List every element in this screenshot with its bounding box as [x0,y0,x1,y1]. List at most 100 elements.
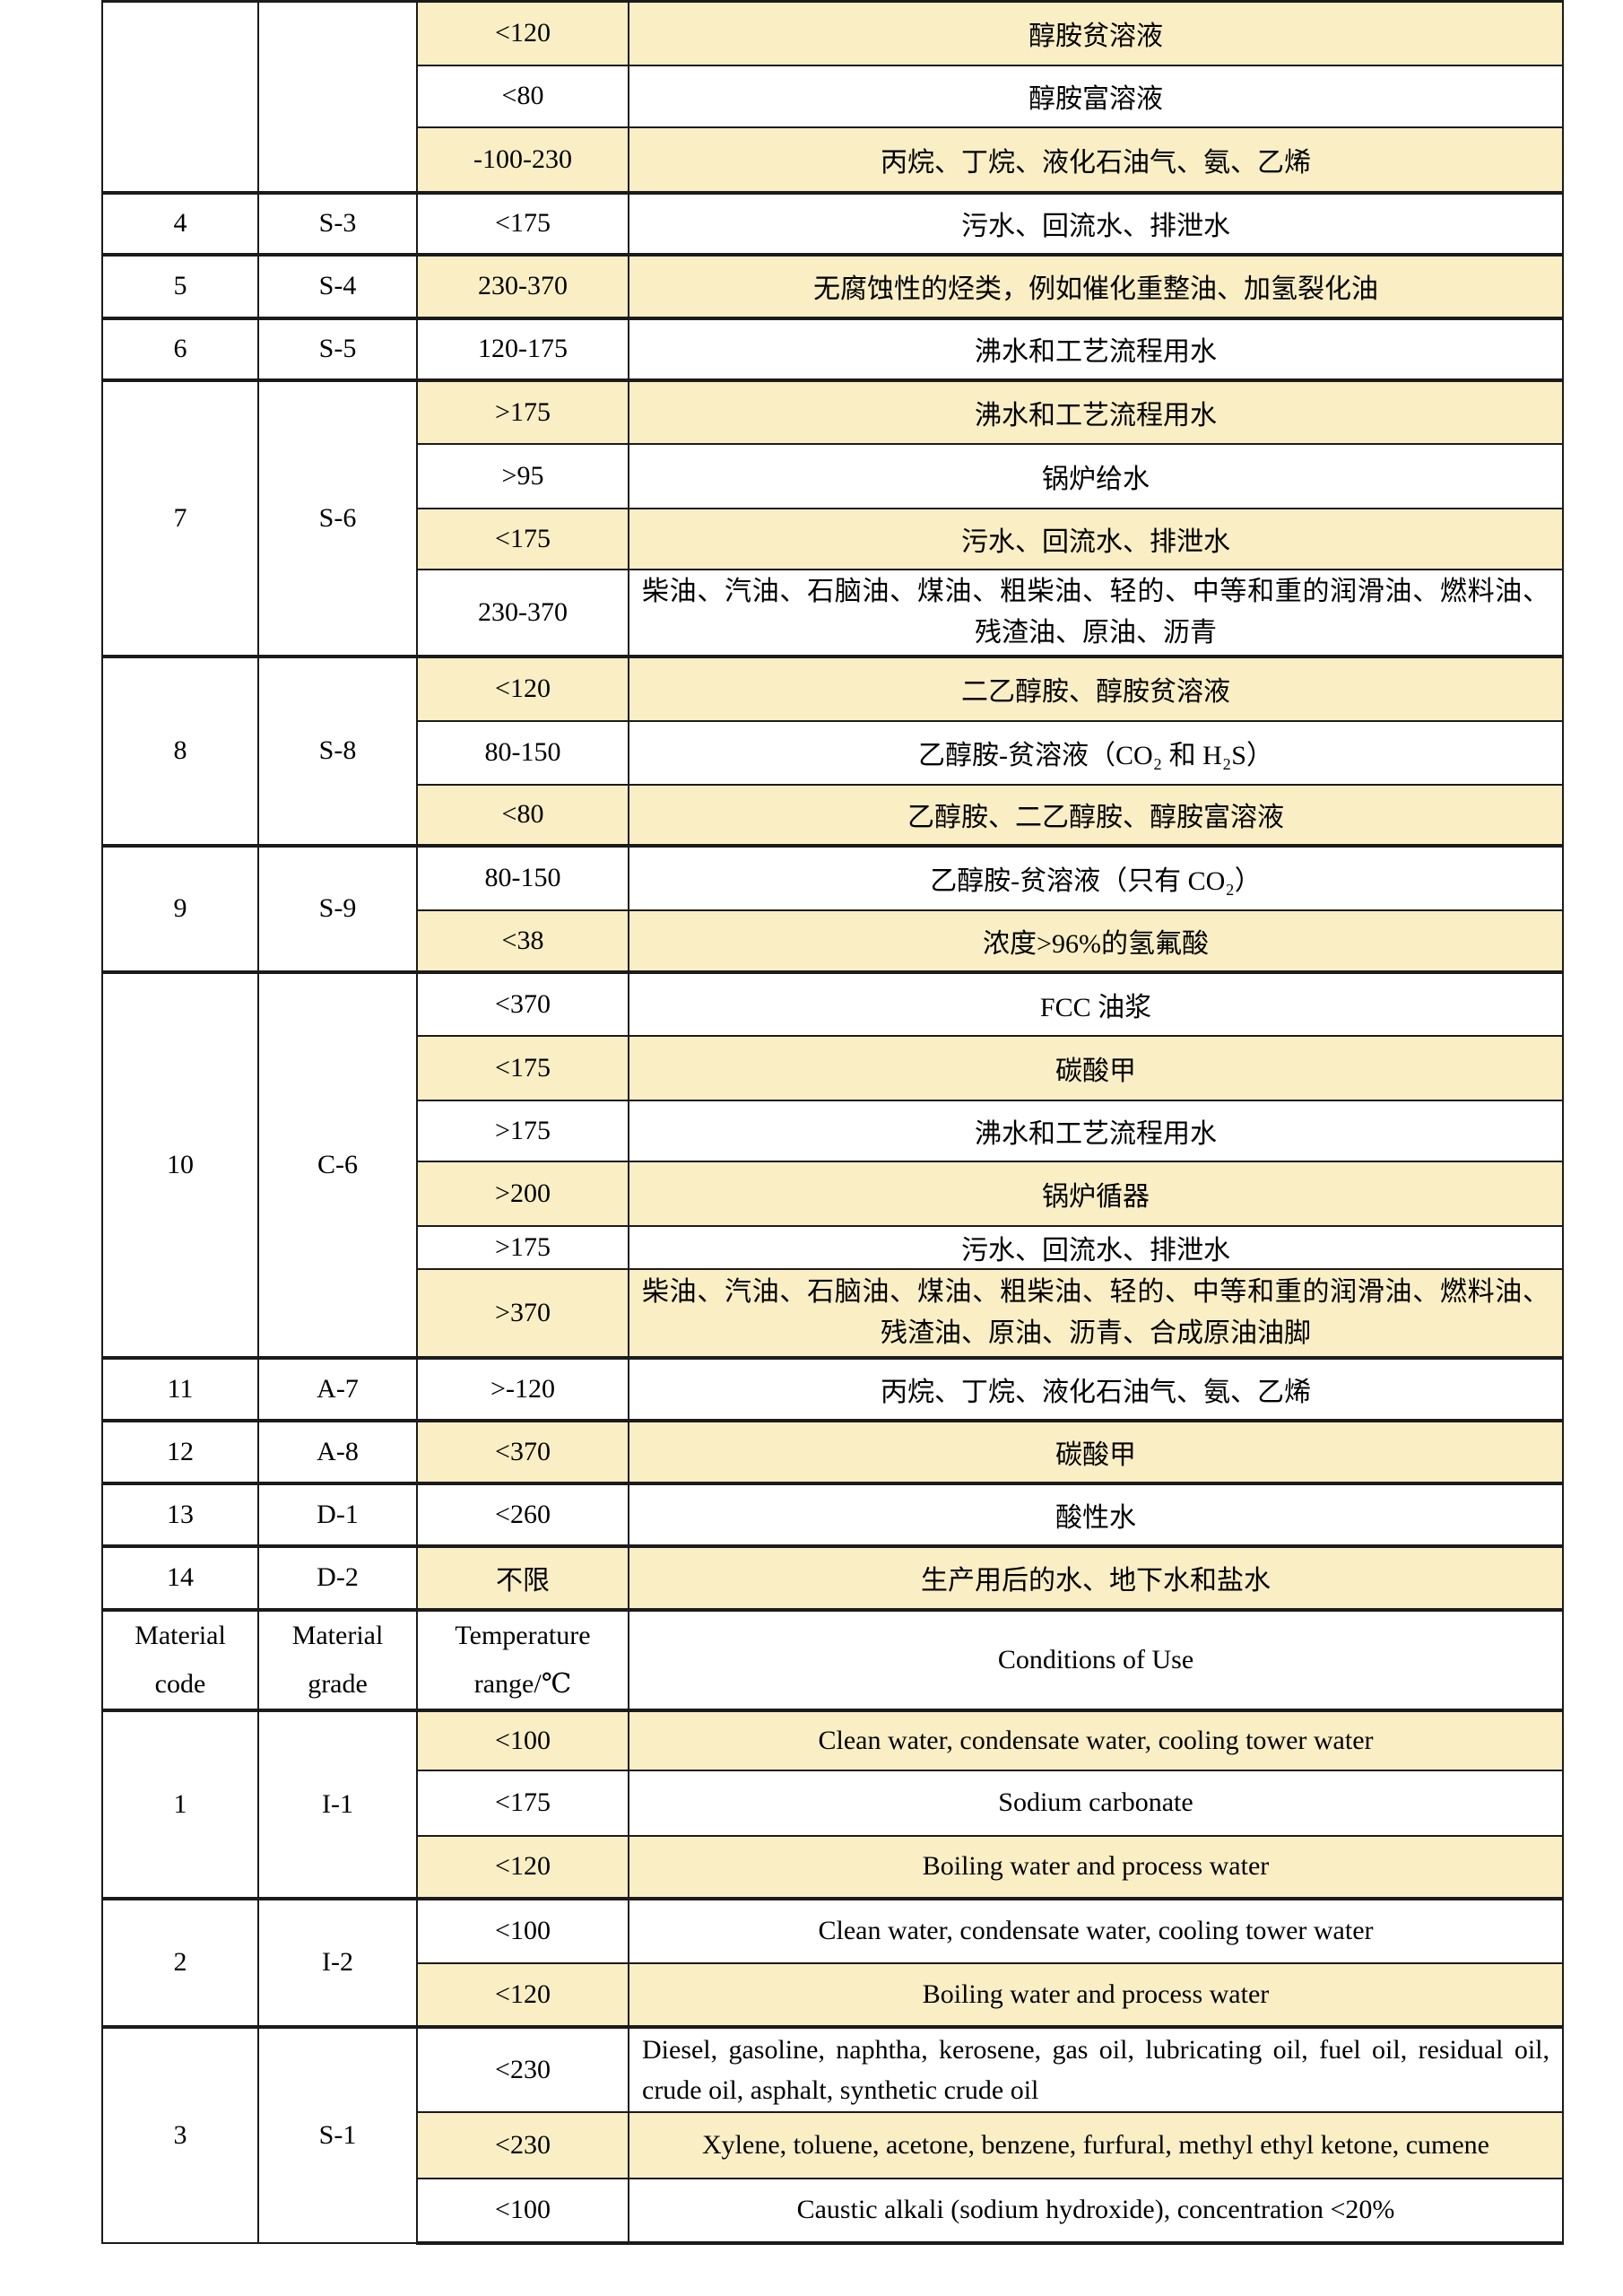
conditions-of-use: 锅炉给水 [628,442,1564,509]
temperature-range: 230-370 [416,568,629,657]
header-line: grade [308,1668,368,1699]
conditions-of-use: FCC 油浆 [628,970,1564,1037]
conditions-of-use: 碳酸甲 [628,1418,1564,1484]
table-row: -100-230 丙烷、丁烷、液化石油气、氨、乙烯 [102,126,1564,194]
table-row: 13 D-1 <260 酸性水 [101,1481,1564,1547]
material-grade: D-1 [257,1481,418,1547]
table-row: 10 C-6 <370 FCC 油浆 [101,970,1564,1359]
table-row: 11 A-7 >-120 丙烷、丁烷、液化石油气、氨、乙烯 [101,1355,1564,1422]
temperature-range: <175 [416,507,629,570]
conditions-of-use: 污水、回流水、排泄水 [628,507,1564,570]
temperature-range: <230 [416,2024,629,2113]
table-row: <230 Xylene, toluene, acetone, benzene, … [102,2110,1564,2179]
temperature-range: <80 [416,64,629,128]
temperature-range: 120-175 [416,316,629,381]
material-code: 10 [101,970,259,1359]
conditions-of-use: 无腐蚀性的烃类，例如催化重整油、加氢裂化油 [628,252,1564,319]
table-row: 6 S-5 120-175 沸水和工艺流程用水 [101,316,1564,381]
table-row: <175 污水、回流水、排泄水 [102,507,1564,570]
table-row: <120 Boiling water and process water [102,1961,1564,2028]
table-row: <80 醇胺富溶液 [102,64,1564,128]
conditions-of-use: 乙醇胺-贫溶液（只有 CO₂） [628,843,1564,911]
material-code: 13 [101,1481,259,1547]
table-row: 14 D-2 不限 生产用后的水、地下水和盐水 [101,1544,1564,1611]
conditions-of-use: 浓度>96%的氢氟酸 [628,909,1564,973]
material-code: 5 [101,252,259,319]
temperature-range: <260 [416,1481,629,1547]
temperature-range: <120 [416,1834,629,1900]
conditions-of-use: 酸性水 [628,1481,1564,1547]
conditions-of-use: Boiling water and process water [628,1961,1564,2028]
material-grade: S-1 [257,2024,418,2244]
temperature-range: <100 [416,1708,629,1771]
temperature-range: <175 [416,1769,629,1837]
temperature-range: <120 [416,1961,629,2028]
material-code: 14 [101,1544,259,1611]
temperature-range: <120 [416,654,629,722]
material-code: 8 [101,654,259,847]
table-row: >200 锅炉循器 [102,1160,1564,1227]
conditions-of-use: Caustic alkali (sodium hydroxide), conce… [628,2177,1564,2245]
conditions-of-use: 沸水和工艺流程用水 [628,1099,1564,1162]
temperature-range: 80-150 [416,719,629,786]
material-code: 7 [101,378,259,657]
header-line: range/℃ [473,1668,572,1699]
table-row: <38 浓度>96%的氢氟酸 [102,909,1564,973]
table-row: 9 S-9 80-150 乙醇胺-贫溶液（只有 CO₂） [101,843,1564,973]
material-code: 12 [101,1418,259,1484]
temperature-range: 不限 [416,1544,629,1611]
material-grade: A-7 [257,1355,418,1422]
conditions-of-use: 醇胺富溶液 [628,64,1564,128]
temperature-range: >370 [416,1267,629,1359]
table-row: <120 Boiling water and process water [102,1834,1564,1900]
table-row: <100 Caustic alkali (sodium hydroxide), … [102,2177,1564,2245]
temperature-range: <38 [416,909,629,973]
conditions-of-use: 沸水和工艺流程用水 [628,316,1564,381]
conditions-of-use: 污水、回流水、排泄水 [628,1224,1564,1270]
material-code: 11 [101,1355,259,1422]
table-row: 8 S-8 <120 二乙醇胺、醇胺贫溶液 [101,654,1564,847]
material-grade: S-4 [257,252,418,319]
temperature-range: >175 [416,1099,629,1162]
material-grade: I-2 [257,1896,418,2028]
conditions-of-use: 丙烷、丁烷、液化石油气、氨、乙烯 [628,126,1564,194]
temperature-range: >95 [416,442,629,509]
material-code: 4 [101,190,259,256]
material-grade: D-2 [257,1544,418,1611]
conditions-of-use: Boiling water and process water [628,1834,1564,1900]
temperature-range: >175 [416,1224,629,1270]
table-row: 7 S-6 >175 沸水和工艺流程用水 [101,378,1564,657]
temperature-range: <175 [416,1034,629,1101]
header-temperature-range: Temperature range/℃ [416,1607,629,1711]
table-row: <175 Sodium carbonate [102,1769,1564,1837]
header-material-code: Material code [101,1607,259,1711]
conditions-of-use: 锅炉循器 [628,1160,1564,1227]
material-grade: C-6 [257,970,418,1359]
material-code: 6 [101,316,259,381]
header-material-grade: Material grade [257,1607,418,1711]
material-code: 1 [101,1708,259,1900]
conditions-of-use: Diesel, gasoline, naphtha, kerosene, gas… [628,2024,1564,2113]
conditions-of-use: 生产用后的水、地下水和盐水 [628,1544,1564,1611]
table-row: <120 醇胺贫溶液 [101,0,1564,194]
table-row: 4 S-3 <175 污水、回流水、排泄水 [101,190,1564,256]
material-grade: I-1 [257,1708,418,1900]
material-grade: S-3 [257,190,418,256]
header-line: code [154,1668,206,1699]
table-row: 230-370 柴油、汽油、石脑油、煤油、粗柴油、轻的、中等和重的润滑油、燃料油… [102,568,1564,657]
temperature-range: <370 [416,970,629,1037]
conditions-of-use: Clean water, condensate water, cooling t… [628,1896,1564,1964]
header-line: Material [135,1620,226,1650]
temperature-range: <100 [416,2177,629,2245]
conditions-of-use: Xylene, toluene, acetone, benzene, furfu… [628,2110,1564,2179]
conditions-of-use: 丙烷、丁烷、液化石油气、氨、乙烯 [628,1355,1564,1422]
conditions-of-use: 二乙醇胺、醇胺贫溶液 [628,654,1564,722]
temperature-range: <80 [416,783,629,847]
table-row: <175 碳酸甲 [102,1034,1564,1101]
temperature-range: >-120 [416,1355,629,1422]
material-code [101,0,259,194]
table-row: 80-150 乙醇胺-贫溶液（CO₂ 和 H₂S） [102,719,1564,786]
material-grade [257,0,418,194]
material-grade: S-8 [257,654,418,847]
materials-table: <120 醇胺贫溶液 <80 醇胺富溶液 -100-230 丙烷、丁烷、液化石油… [101,0,1564,2245]
